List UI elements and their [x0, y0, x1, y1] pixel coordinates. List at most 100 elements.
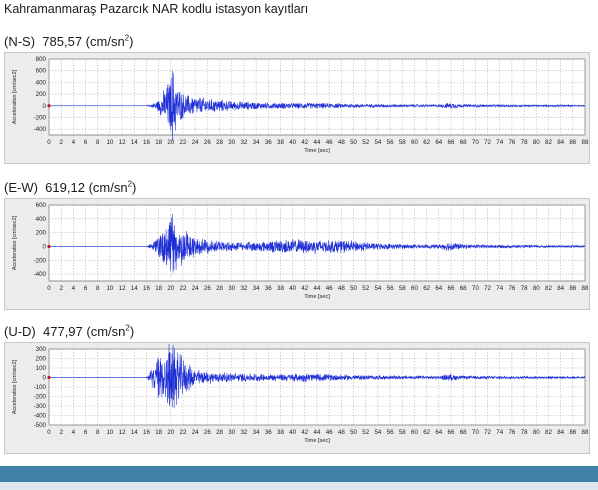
x-tick-label: 26: [204, 139, 211, 146]
x-tick-label: 64: [435, 285, 442, 292]
x-tick-label: 46: [326, 285, 333, 292]
x-tick-label: 74: [496, 285, 503, 292]
trace-start-marker: [47, 244, 51, 249]
trace-start-marker: [47, 104, 51, 108]
x-tick-label: 20: [167, 139, 174, 146]
ns-accelerogram-chart: 0 2 4 6 8 10 12 14 16 18 20 22 24 26 28 30 32 34 36 38 40 42 4…: [12, 56, 589, 154]
x-tick-label: 88: [582, 285, 589, 292]
x-tick-label: 12: [119, 429, 126, 436]
x-tick-label: 10: [106, 139, 113, 146]
ns-chart-panel: 0 2 4 6 8 10 12 14 16 18 20 22 24 26 28 30 32 34 36 38 40 42 4…: [4, 52, 590, 164]
ew-component-label: (E-W): [4, 180, 38, 195]
x-tick-label: 64: [435, 139, 442, 146]
x-tick-label: 82: [545, 429, 552, 436]
ew-peak-value: 619,12: [45, 180, 85, 195]
x-tick-label: 74: [496, 429, 503, 436]
x-tick-label: 40: [289, 285, 296, 292]
x-tick-label: 80: [533, 429, 540, 436]
x-tick-label: 34: [253, 139, 260, 146]
x-tick-label: 56: [387, 429, 394, 436]
y-tick-label: -500: [34, 422, 47, 429]
x-tick-label: 62: [423, 139, 430, 146]
x-tick-label: 4: [72, 139, 76, 146]
x-tick-label: 82: [545, 285, 552, 292]
acceleration-trace: [48, 343, 586, 409]
ew-unit-sup: 2: [127, 179, 133, 189]
y-tick-label: -200: [34, 114, 47, 121]
x-tick-label: 0: [47, 139, 51, 146]
x-tick-label: 50: [350, 429, 357, 436]
x-tick-label: 48: [338, 139, 345, 146]
x-tick-label: 38: [277, 285, 284, 292]
x-tick-label: 6: [84, 429, 88, 436]
x-tick-label: 28: [216, 285, 223, 292]
x-tick-label: 30: [228, 139, 235, 146]
x-tick-label: 58: [399, 429, 406, 436]
x-tick-label: 38: [277, 429, 284, 436]
x-tick-label: 42: [301, 285, 308, 292]
x-tick-label: 16: [143, 139, 150, 146]
x-tick-label: 58: [399, 285, 406, 292]
x-tick-label: 26: [204, 429, 211, 436]
x-tick-label: 48: [338, 429, 345, 436]
ud-component-label: (U-D): [4, 324, 36, 339]
x-tick-label: 54: [374, 429, 381, 436]
x-tick-label: 72: [484, 285, 491, 292]
x-tick-label: 52: [362, 429, 369, 436]
x-tick-label: 68: [460, 429, 467, 436]
x-tick-label: 30: [228, 285, 235, 292]
x-tick-label: 54: [374, 139, 381, 146]
footer-strip: [0, 482, 598, 490]
x-tick-label: 54: [374, 285, 381, 292]
x-tick-label: 22: [180, 139, 187, 146]
x-tick-label: 46: [326, 429, 333, 436]
x-tick-label: 20: [167, 429, 174, 436]
trace-start-marker: [47, 375, 51, 380]
x-tick-label: 44: [314, 429, 321, 436]
x-tick-label: 88: [582, 139, 589, 146]
acceleration-trace: [49, 70, 586, 141]
y-tick-label: -200: [34, 257, 47, 264]
y-tick-label: -400: [34, 413, 47, 420]
x-tick-label: 68: [460, 285, 467, 292]
x-tick-label: 14: [131, 285, 138, 292]
x-tick-label: 6: [84, 139, 88, 146]
x-tick-label: 12: [119, 139, 126, 146]
x-tick-label: 16: [143, 285, 150, 292]
x-tick-label: 66: [448, 285, 455, 292]
ud-accelerogram-chart: 0 2 4 6 8 10 12 14 16 18 20 22 24 26 28 30 32 34 36 38 40 42 4…: [12, 343, 589, 444]
x-tick-label: 0: [47, 429, 51, 436]
x-tick-label: 12: [119, 285, 126, 292]
y-tick-label: 600: [36, 68, 47, 75]
x-tick-label: 60: [411, 139, 418, 146]
y-axis-title: Acceleration [cm/sec2]: [12, 359, 18, 414]
x-tick-label: 68: [460, 139, 467, 146]
x-tick-label: 56: [387, 139, 394, 146]
ns-unit: (cm/sn: [85, 34, 125, 49]
ud-chart-panel: 0 2 4 6 8 10 12 14 16 18 20 22 24 26 28 30 32 34 36 38 40 42 4…: [4, 342, 590, 454]
ud-unit-close: ): [129, 324, 135, 339]
x-tick-label: 84: [557, 139, 564, 146]
y-tick-label: -300: [34, 403, 47, 410]
x-tick-label: 64: [435, 429, 442, 436]
x-tick-label: 66: [448, 139, 455, 146]
x-tick-label: 32: [240, 429, 247, 436]
x-tick-label: 76: [508, 285, 515, 292]
x-tick-label: 18: [155, 285, 162, 292]
y-axis-title: Acceleration [cm/sec2]: [12, 69, 18, 124]
y-tick-label: 800: [36, 56, 47, 63]
x-axis-title: Time [sec]: [304, 438, 330, 444]
x-tick-label: 86: [569, 139, 576, 146]
x-tick-label: 36: [265, 429, 272, 436]
y-tick-label: 200: [36, 91, 47, 98]
y-tick-label: 0: [43, 375, 47, 382]
ud-unit: (cm/sn: [86, 324, 126, 339]
y-tick-label: -400: [34, 126, 47, 133]
x-tick-label: 24: [192, 285, 199, 292]
x-tick-label: 2: [59, 139, 63, 146]
x-tick-label: 70: [472, 139, 479, 146]
page-title: Kahramanmaraş Pazarcık NAR kodlu istasyo…: [4, 2, 309, 16]
x-tick-label: 58: [399, 139, 406, 146]
y-tick-label: -200: [34, 394, 47, 401]
x-tick-label: 50: [350, 139, 357, 146]
